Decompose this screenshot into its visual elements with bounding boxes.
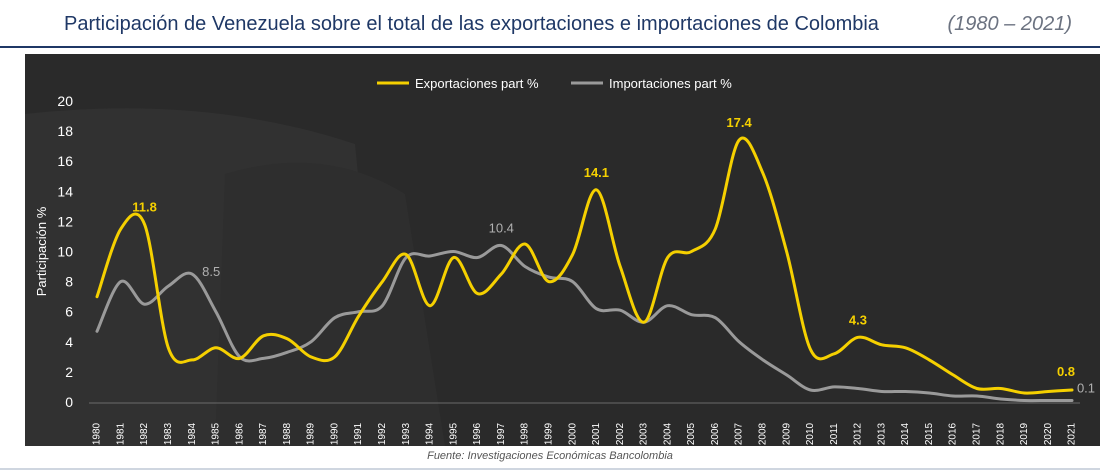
exports-data-label: 11.8 (132, 199, 157, 214)
period-label: (1980 – 2021) (947, 13, 1072, 35)
x-tick-label: 1990 (329, 422, 340, 445)
x-tick-label: 1988 (282, 422, 293, 445)
x-tick-label: 1983 (163, 422, 174, 445)
y-tick-label: 18 (57, 123, 73, 139)
y-tick-label: 14 (57, 183, 73, 199)
imports-data-label: 10.4 (489, 220, 514, 235)
x-tick-label: 1987 (258, 422, 269, 445)
x-tick-label: 2020 (1043, 422, 1054, 445)
x-tick-label: 1997 (496, 422, 507, 445)
imports-data-label: 0.1 (1077, 380, 1095, 395)
x-tick-label: 2019 (1019, 422, 1030, 445)
x-tick-label: 1991 (353, 422, 364, 445)
y-tick-label: 2 (65, 364, 73, 380)
x-tick-label: 2002 (615, 422, 626, 445)
x-tick-label: 1989 (306, 422, 317, 445)
legend-exports-label: Exportaciones part % (415, 76, 539, 91)
y-tick-label: 8 (65, 274, 73, 290)
line-chart: Participación % 0 2 4 6 8 10 12 14 16 18 20 1980 1981… (25, 76, 1095, 446)
x-tick-label: 2010 (805, 422, 816, 445)
y-axis-title: Participación % (34, 206, 49, 296)
x-tick-label: 2014 (900, 422, 911, 445)
x-tick-label: 1996 (472, 422, 483, 445)
page-title: Participación de Venezuela sobre el tota… (64, 13, 879, 35)
x-tick-label: 1993 (401, 422, 412, 445)
x-tick-label: 1995 (448, 422, 459, 445)
x-tick-label: 2005 (686, 422, 697, 445)
background-shape (215, 162, 445, 446)
header: Participación de Venezuela sobre el tota… (0, 0, 1100, 44)
imports-data-label: 8.5 (202, 264, 220, 279)
x-tick-label: 1981 (115, 422, 126, 445)
x-tick-label: 1984 (187, 422, 198, 445)
x-tick-label: 2015 (924, 422, 935, 445)
y-tick-label: 4 (65, 334, 73, 350)
exports-series-line (95, 136, 1074, 395)
x-tick-label: 1999 (543, 422, 554, 445)
y-tick-label: 20 (57, 93, 73, 109)
legend-imports-label: Importaciones part % (609, 76, 732, 91)
x-tick-label: 2021 (1067, 422, 1078, 445)
x-tick-label: 1982 (139, 422, 150, 445)
y-tick-label: 10 (57, 244, 73, 260)
x-tick-label: 2003 (639, 422, 650, 445)
x-tick-label: 2007 (734, 422, 745, 445)
x-tick-label: 1994 (425, 422, 436, 445)
x-tick-label: 1998 (520, 422, 531, 445)
x-tick-label: 2001 (591, 422, 602, 445)
x-tick-label: 1992 (377, 422, 388, 445)
y-tick-label: 16 (57, 153, 73, 169)
y-tick-label: 12 (57, 213, 73, 229)
x-tick-label: 1985 (211, 422, 222, 445)
x-tick-label: 2012 (853, 422, 864, 445)
imports-series-line (95, 243, 1074, 403)
x-tick-label: 2017 (972, 422, 983, 445)
x-tick-label: 2000 (567, 422, 578, 445)
x-tick-label: 2011 (829, 423, 840, 445)
title-rule (0, 46, 1100, 48)
exports-data-label: 17.4 (726, 115, 752, 130)
x-tick-label: 2009 (781, 422, 792, 445)
x-tick-label: 2004 (662, 422, 673, 445)
x-tick-label: 1986 (234, 422, 245, 445)
source-note: Fuente: Investigaciones Económicas Banco… (427, 450, 673, 462)
y-tick-label: 6 (65, 304, 73, 320)
x-tick-label: 2013 (876, 422, 887, 445)
x-tick-label: 1980 (92, 422, 103, 445)
exports-data-label: 14.1 (584, 165, 609, 180)
bottom-rule (0, 468, 1100, 470)
x-tick-label: 2008 (757, 422, 768, 445)
exports-data-label: 4.3 (849, 312, 867, 327)
exports-data-label: 0.8 (1057, 364, 1075, 379)
x-tick-label: 2016 (948, 422, 959, 445)
x-tick-label: 2006 (710, 422, 721, 445)
x-tick-label: 2018 (995, 422, 1006, 445)
y-tick-label: 0 (65, 394, 73, 410)
